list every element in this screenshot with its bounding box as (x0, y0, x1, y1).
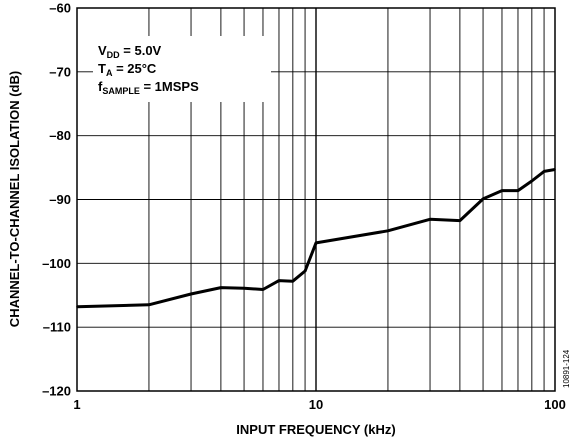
annotation-background (93, 36, 271, 102)
y-tick-label: –60 (49, 1, 71, 16)
data-point (482, 198, 484, 200)
y-tick-label: –80 (49, 128, 71, 143)
data-point (501, 189, 503, 192)
y-tick-labels: –60 –70 –80 –90 –100 –110 –120 (42, 1, 71, 399)
y-tick-label: –100 (42, 256, 71, 271)
data-point (315, 242, 317, 244)
x-tick-label: 10 (309, 397, 323, 412)
data-point (220, 286, 222, 289)
data-point (429, 218, 431, 221)
y-tick-label: –70 (49, 64, 71, 79)
data-point (554, 168, 556, 171)
y-tick-label: –120 (42, 384, 71, 399)
data-point (262, 288, 264, 291)
data-point (387, 229, 389, 232)
fsample-note: fSAMPLE = 1MSPS (98, 79, 199, 96)
data-point (459, 219, 461, 222)
x-tick-labels: 1 10 100 (73, 397, 565, 412)
x-tick-label: 1 (73, 397, 80, 412)
data-point (531, 180, 533, 182)
data-point (278, 279, 280, 282)
data-point (543, 170, 545, 173)
y-tick-label: –110 (43, 320, 71, 335)
ta-note: TA = 25°C (98, 61, 157, 78)
data-point (304, 270, 306, 272)
plot-frame (76, 7, 556, 392)
data-point (517, 189, 519, 192)
data-point (243, 287, 245, 290)
data-point (148, 304, 150, 306)
data-point (292, 280, 294, 283)
conditions-annotation: VDD = 5.0V TA = 25°C fSAMPLE = 1MSPS (93, 36, 271, 102)
x-tick-label: 100 (544, 397, 566, 412)
data-point (76, 305, 78, 308)
y-tick-label: –90 (49, 192, 71, 207)
figure-id: 10891-124 (562, 349, 571, 388)
vdd-note: VDD = 5.0V (98, 43, 162, 60)
y-axis-label: CHANNEL-TO-CHANNEL ISOLATION (dB) (7, 71, 22, 327)
data-point (190, 293, 192, 295)
x-axis-label: INPUT FREQUENCY (kHz) (236, 422, 395, 437)
series-layer (76, 168, 556, 309)
